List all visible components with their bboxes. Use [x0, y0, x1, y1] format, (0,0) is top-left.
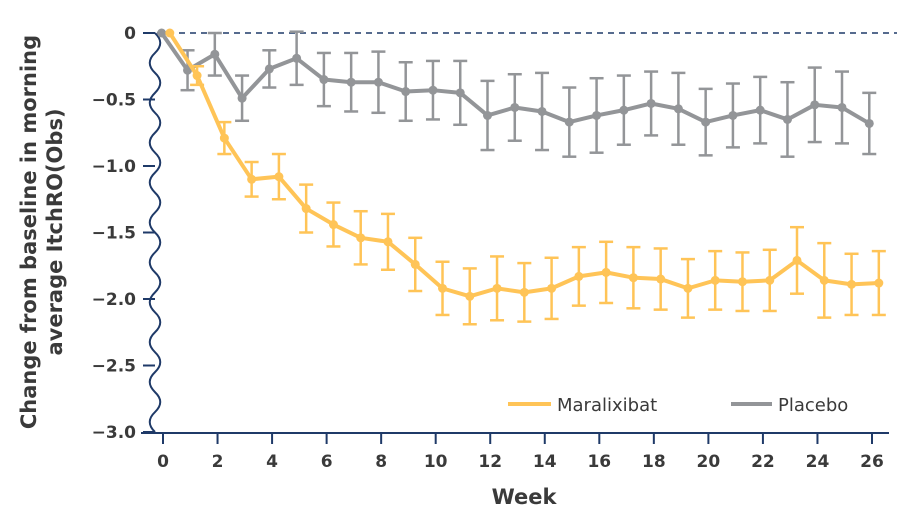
data-point: [510, 102, 520, 112]
data-point: [728, 110, 738, 120]
data-point: [819, 275, 829, 285]
legend-label-placebo: Placebo: [778, 395, 848, 416]
data-point: [592, 110, 602, 120]
data-point: [483, 110, 493, 120]
data-point: [247, 174, 257, 184]
x-tick-label: 18: [642, 452, 666, 472]
data-point: [292, 53, 302, 63]
x-tick-label: 2: [212, 452, 224, 472]
x-tick-label: 12: [478, 452, 502, 472]
data-point: [646, 98, 656, 108]
data-point: [810, 100, 820, 110]
data-point: [519, 287, 529, 297]
data-point: [274, 172, 284, 182]
data-point: [701, 117, 711, 127]
data-point: [547, 283, 557, 293]
data-point: [264, 64, 274, 74]
y-tick-label: −0.5: [92, 91, 136, 111]
x-tick-label: 20: [697, 452, 721, 472]
x-tick-label: 8: [375, 452, 387, 472]
data-point: [301, 204, 311, 214]
x-tick-label: 0: [157, 452, 169, 472]
data-point: [319, 75, 329, 85]
data-point: [755, 105, 765, 115]
x-tick-label: 24: [806, 452, 830, 472]
data-point: [564, 117, 574, 127]
x-tick-label: 6: [321, 452, 333, 472]
data-point: [574, 271, 584, 281]
data-point: [673, 104, 683, 114]
data-point: [401, 87, 411, 97]
x-axis-label: Week: [492, 485, 558, 509]
data-point: [656, 274, 666, 284]
data-point: [792, 255, 802, 265]
y-tick-label: −2.5: [92, 357, 136, 377]
data-point: [219, 133, 229, 143]
data-point: [428, 85, 438, 95]
data-point: [492, 283, 502, 293]
data-point: [183, 65, 193, 75]
y-axis-label-line-2: average ItchRO(Obs): [43, 108, 67, 355]
data-point: [683, 283, 693, 293]
y-tick-label: −2.0: [92, 290, 137, 310]
y-tick-label: 0: [124, 24, 136, 44]
data-point: [356, 233, 366, 243]
data-point: [837, 102, 847, 112]
y-tick-label: −1.5: [92, 224, 136, 244]
data-point: [737, 277, 747, 287]
data-point: [383, 237, 393, 247]
data-point: [601, 267, 611, 277]
data-point: [210, 49, 220, 59]
y-axis-label: Change from baseline in morning average …: [17, 35, 67, 429]
data-point: [346, 77, 356, 87]
data-point: [465, 291, 475, 301]
data-point: [628, 273, 638, 283]
x-tick-label: 22: [751, 452, 775, 472]
x-tick-label: 14: [533, 452, 557, 472]
data-point: [874, 278, 884, 288]
x-tick-label: 4: [266, 452, 278, 472]
series-placebo: [157, 28, 877, 158]
data-point: [619, 105, 629, 115]
legend-label-maralixibat: Maralixibat: [557, 395, 657, 416]
data-point: [455, 88, 465, 98]
data-point: [410, 259, 420, 269]
data-point: [328, 220, 338, 230]
series-line: [168, 31, 879, 299]
x-tick-label: 16: [587, 452, 611, 472]
data-point: [847, 279, 857, 289]
y-tick-label: −1.0: [92, 157, 137, 177]
data-point: [782, 114, 792, 124]
data-point: [192, 71, 202, 81]
x-tick-label: 26: [860, 452, 884, 472]
data-point: [438, 283, 448, 293]
y-tick-label: −3.0: [92, 423, 137, 443]
data-point: [864, 118, 874, 128]
data-point: [237, 93, 247, 103]
x-tick-label: 10: [424, 452, 448, 472]
y-axis-label-line-1: Change from baseline in morning: [17, 35, 41, 429]
data-point: [765, 275, 775, 285]
data-point: [165, 28, 175, 38]
data-point: [373, 77, 383, 87]
data-point: [710, 275, 720, 285]
data-point: [537, 106, 547, 116]
data-point: [157, 28, 167, 38]
legend: Maralixibat Placebo: [508, 395, 848, 416]
series-maralixibat: [165, 28, 886, 326]
